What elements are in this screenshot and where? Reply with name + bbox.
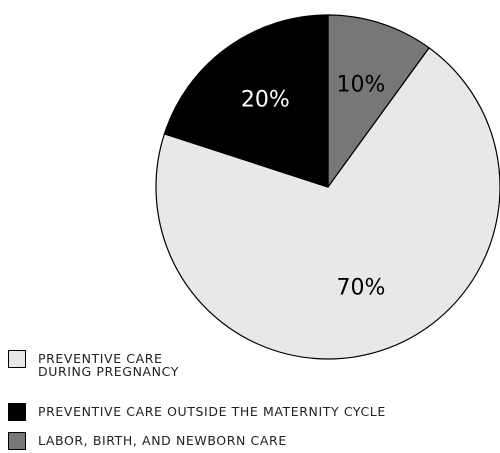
slice-label: 70% xyxy=(337,275,386,300)
legend-item: PREVENTIVE CARE OUTSIDE THE MATERNITY CY… xyxy=(8,403,386,421)
legend-label: PREVENTIVE CARE DURING PREGNANCY xyxy=(38,351,179,379)
slice-label: 10% xyxy=(337,73,386,98)
pie-slice xyxy=(327,14,430,189)
legend-swatch xyxy=(8,432,26,450)
legend-label: LABOR, BIRTH, AND NEWBORN CARE xyxy=(38,433,287,448)
legend-label: PREVENTIVE CARE OUTSIDE THE MATERNITY CY… xyxy=(38,404,386,419)
legend-swatch xyxy=(8,403,26,421)
legend-item: LABOR, BIRTH, AND NEWBORN CARE xyxy=(8,432,287,450)
legend-swatch xyxy=(8,350,26,368)
legend-item: PREVENTIVE CARE DURING PREGNANCY xyxy=(8,350,179,378)
pie-slice xyxy=(163,14,329,188)
slice-label: 20% xyxy=(241,88,290,113)
pie-slice xyxy=(155,47,500,360)
